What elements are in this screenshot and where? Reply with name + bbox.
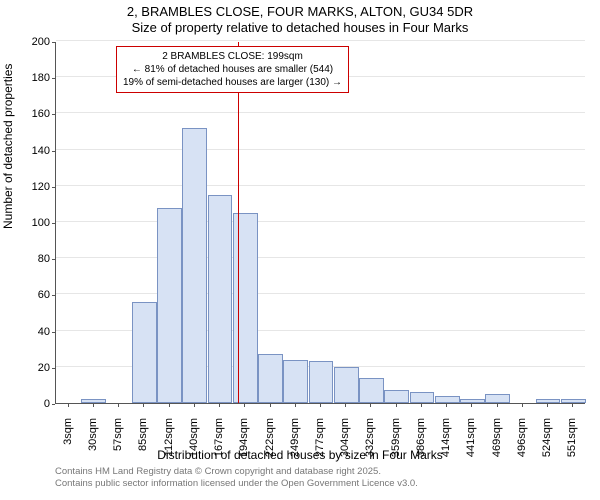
annotation-line3: 19% of semi-detached houses are larger (… (123, 76, 342, 89)
ytick-label: 0 (20, 398, 50, 410)
ytick-label: 160 (20, 108, 50, 120)
title-line1: 2, BRAMBLES CLOSE, FOUR MARKS, ALTON, GU… (0, 4, 600, 19)
xtick-mark (446, 404, 447, 407)
attribution: Contains HM Land Registry data © Crown c… (55, 466, 418, 491)
ytick-mark (52, 114, 55, 115)
xtick-mark (345, 404, 346, 407)
histogram-bar (283, 360, 308, 403)
ytick-label: 140 (20, 145, 50, 157)
xtick-mark (497, 404, 498, 407)
xtick-mark (320, 404, 321, 407)
gridline (56, 40, 585, 41)
histogram-bar (157, 208, 182, 403)
gridline (56, 185, 585, 186)
xtick-mark (572, 404, 573, 407)
gridline (56, 257, 585, 258)
ytick-mark (52, 332, 55, 333)
ytick-label: 180 (20, 72, 50, 84)
gridline (56, 149, 585, 150)
histogram-bar (536, 399, 561, 403)
gridline (56, 112, 585, 113)
ytick-label: 100 (20, 217, 50, 229)
histogram-bar (410, 392, 435, 403)
histogram-bar (132, 302, 157, 403)
xtick-mark (219, 404, 220, 407)
plot-area: 2 BRAMBLES CLOSE: 199sqm← 81% of detache… (55, 42, 585, 404)
xtick-mark (396, 404, 397, 407)
ytick-label: 200 (20, 36, 50, 48)
ytick-mark (52, 295, 55, 296)
xtick-mark (270, 404, 271, 407)
x-axis-label: Distribution of detached houses by size … (0, 448, 600, 462)
gridline (56, 221, 585, 222)
ytick-mark (52, 368, 55, 369)
xtick-mark (370, 404, 371, 407)
ytick-label: 120 (20, 181, 50, 193)
ytick-label: 60 (20, 289, 50, 301)
histogram-bar (460, 399, 485, 403)
histogram-bar (334, 367, 359, 403)
ytick-mark (52, 151, 55, 152)
xtick-mark (194, 404, 195, 407)
xtick-mark (295, 404, 296, 407)
marker-line (238, 42, 239, 403)
title-line2: Size of property relative to detached ho… (0, 20, 600, 35)
histogram-bar (258, 354, 283, 403)
annotation-line2: ← 81% of detached houses are smaller (54… (123, 63, 342, 76)
xtick-mark (93, 404, 94, 407)
ytick-mark (52, 78, 55, 79)
histogram-bar (485, 394, 510, 403)
ytick-mark (52, 404, 55, 405)
attrib-line2: Contains public sector information licen… (55, 478, 418, 490)
y-axis-label: Number of detached properties (1, 64, 15, 229)
xtick-mark (421, 404, 422, 407)
ytick-label: 20 (20, 362, 50, 374)
xtick-mark (169, 404, 170, 407)
chart-container: 2, BRAMBLES CLOSE, FOUR MARKS, ALTON, GU… (0, 0, 600, 500)
annotation-line1: 2 BRAMBLES CLOSE: 199sqm (123, 50, 342, 63)
histogram-bar (359, 378, 384, 403)
histogram-bar (81, 399, 106, 403)
xtick-mark (143, 404, 144, 407)
title-block: 2, BRAMBLES CLOSE, FOUR MARKS, ALTON, GU… (0, 0, 600, 35)
gridline (56, 293, 585, 294)
histogram-bar (561, 399, 586, 403)
histogram-bar (309, 361, 334, 403)
annotation-box: 2 BRAMBLES CLOSE: 199sqm← 81% of detache… (116, 46, 349, 93)
histogram-bar (435, 396, 460, 403)
attrib-line1: Contains HM Land Registry data © Crown c… (55, 466, 418, 478)
ytick-mark (52, 223, 55, 224)
ytick-mark (52, 42, 55, 43)
histogram-bar (233, 213, 258, 403)
xtick-mark (244, 404, 245, 407)
xtick-mark (118, 404, 119, 407)
ytick-mark (52, 187, 55, 188)
xtick-mark (471, 404, 472, 407)
histogram-bar (384, 390, 409, 403)
xtick-mark (522, 404, 523, 407)
xtick-mark (547, 404, 548, 407)
ytick-mark (52, 259, 55, 260)
ytick-label: 40 (20, 326, 50, 338)
histogram-bar (208, 195, 233, 403)
ytick-label: 80 (20, 253, 50, 265)
histogram-bar (182, 128, 207, 403)
xtick-mark (68, 404, 69, 407)
